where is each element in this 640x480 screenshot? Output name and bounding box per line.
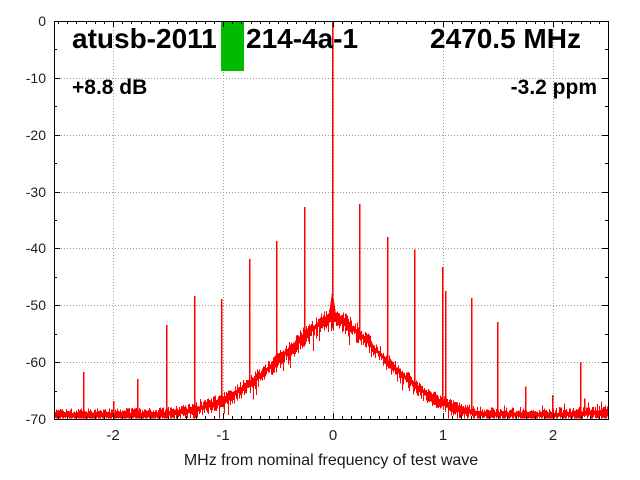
noise-floor-trace — [55, 310, 608, 419]
x-tick-label: -2 — [106, 427, 120, 444]
center-frequency-label: 2470.5 MHz — [430, 23, 581, 54]
x-tick-label: 2 — [548, 427, 558, 444]
test-case-label: 214-4a-1 — [246, 23, 359, 54]
y-tick-label: -60 — [25, 354, 46, 371]
y-tick-label: 0 — [38, 13, 46, 29]
y-tick-label: -30 — [25, 183, 46, 200]
y-tick-label: -50 — [25, 297, 46, 314]
spur-spikes — [82, 204, 586, 418]
channel-marker-bar — [221, 21, 244, 71]
y-tick-label: -10 — [25, 69, 46, 86]
plot-border — [54, 21, 609, 420]
power-offset-label: +8.8 dB — [72, 76, 148, 99]
floor-blips — [62, 399, 606, 417]
ppm-offset-label: -3.2 ppm — [510, 76, 597, 99]
y-tick-label: -20 — [25, 126, 46, 143]
axis-ticks — [54, 21, 609, 420]
y-tick-label: -70 — [25, 411, 46, 427]
x-tick-label: 0 — [328, 427, 338, 444]
x-tick-label: 1 — [438, 427, 448, 444]
test-name-label: atusb-2011 — [72, 23, 217, 54]
y-tick-label: -40 — [25, 240, 46, 257]
x-axis-title: MHz from nominal frequency of test wave — [183, 452, 479, 469]
x-tick-label: -1 — [216, 427, 230, 444]
